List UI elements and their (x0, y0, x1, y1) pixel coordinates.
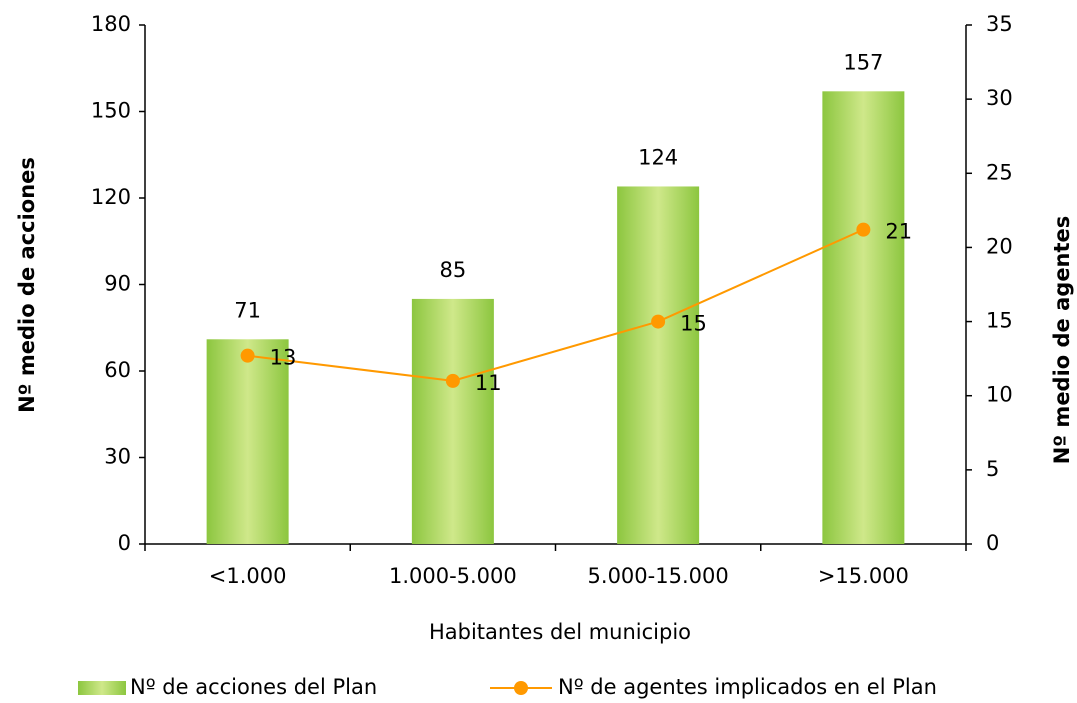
bar (822, 91, 905, 545)
x-tick-label: 1.000-5.000 (389, 564, 517, 588)
y2-tick-label: 30 (986, 86, 1013, 110)
y2-tick-label: 5 (986, 457, 999, 481)
line-value-label: 21 (885, 220, 912, 244)
bar (206, 339, 289, 544)
line-point (240, 348, 255, 363)
y-tick-label: 150 (91, 99, 131, 123)
y2-axis-title: Nº medio de agentes (1050, 216, 1074, 465)
y-tick-label: 180 (91, 12, 131, 36)
y2-tick-label: 10 (986, 383, 1013, 407)
y2-tick-label: 20 (986, 234, 1013, 258)
y-axis-title: Nº medio de acciones (15, 157, 39, 413)
legend-swatch (78, 681, 126, 695)
y2-tick-label: 35 (986, 12, 1013, 36)
x-tick-label: 5.000-15.000 (588, 564, 729, 588)
y-tick-label: 120 (91, 185, 131, 209)
x-axis-title: Habitantes del municipio (429, 620, 691, 644)
y2-tick-label: 15 (986, 309, 1013, 333)
y-tick-label: 60 (104, 358, 131, 382)
line-value-label: 15 (680, 312, 707, 336)
y-tick-label: 30 (104, 445, 131, 469)
line-point (651, 314, 666, 329)
bar-value-label: 71 (234, 298, 261, 322)
legend-marker (514, 681, 528, 695)
line-point (856, 222, 871, 237)
bar-value-label: 85 (440, 258, 467, 282)
bar-value-label: 157 (843, 50, 883, 74)
y-tick-label: 90 (104, 272, 131, 296)
legend-label: Nº de agentes implicados en el Plan (558, 675, 937, 699)
y2-tick-label: 0 (986, 531, 999, 555)
line-value-label: 13 (270, 346, 297, 370)
x-tick-label: >15.000 (818, 564, 909, 588)
legend-label: Nº de acciones del Plan (130, 675, 377, 699)
bar-value-label: 124 (638, 145, 678, 169)
line-point (445, 373, 460, 388)
bar (617, 186, 700, 544)
y2-tick-label: 25 (986, 160, 1013, 184)
x-tick-label: <1.000 (209, 564, 287, 588)
y-tick-label: 0 (118, 531, 131, 555)
line (247, 228, 864, 382)
bar (411, 298, 494, 544)
line-value-label: 11 (475, 371, 502, 395)
